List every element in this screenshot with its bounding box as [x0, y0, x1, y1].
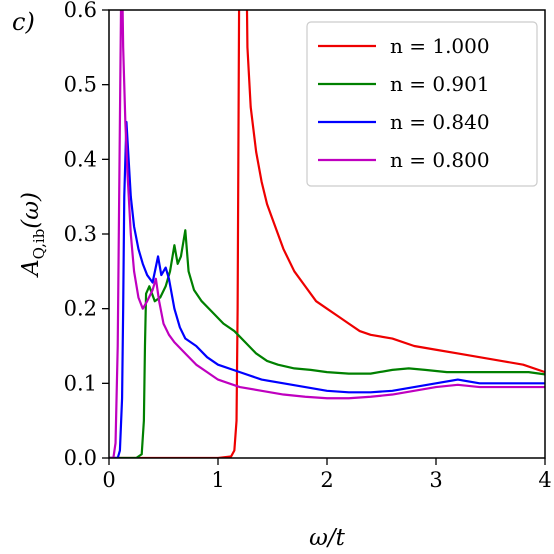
series-line-0	[109, 10, 545, 458]
y-axis-label: AQ,ib(ω)	[18, 192, 48, 278]
panel-label: c)	[12, 8, 35, 36]
y-tick-label: 0.2	[64, 297, 97, 321]
y-tick-label: 0.0	[64, 446, 97, 470]
legend-label-0: n = 1.000	[390, 34, 490, 58]
y-axis-label-main: A	[18, 259, 44, 278]
x-tick-label: 3	[429, 468, 442, 492]
legend: n = 1.000 n = 0.901 n = 0.840 n = 0.800	[306, 21, 538, 187]
x-tick-label: 0	[102, 468, 115, 492]
legend-label-1: n = 0.901	[390, 72, 490, 96]
legend-label-3: n = 0.800	[390, 148, 490, 172]
x-axis-ticks: 0 1 2 3 4	[102, 458, 552, 492]
y-tick-label: 0.5	[64, 73, 97, 97]
svg-text:AQ,ib(ω): AQ,ib(ω)	[18, 192, 48, 278]
y-tick-label: 0.3	[64, 222, 97, 246]
series-layer	[109, 10, 545, 458]
y-tick-label: 0.4	[64, 147, 97, 171]
y-axis-label-arg: (ω)	[18, 192, 44, 229]
x-axis-label: ω/t	[309, 525, 346, 551]
x-tick-label: 2	[320, 468, 333, 492]
legend-box	[306, 21, 538, 187]
legend-label-2: n = 0.840	[390, 110, 490, 134]
x-tick-label: 1	[211, 468, 224, 492]
y-axis-label-sub: Q,ib	[30, 229, 48, 260]
y-tick-label: 0.6	[64, 0, 97, 22]
x-tick-label: 4	[538, 468, 551, 492]
y-tick-label: 0.1	[64, 371, 97, 395]
series-line-3	[109, 10, 545, 458]
series-line-2	[109, 120, 545, 458]
series-line-1	[109, 229, 545, 458]
y-axis-ticks: 0.0 0.1 0.2 0.3 0.4 0.5 0.6	[64, 0, 109, 470]
